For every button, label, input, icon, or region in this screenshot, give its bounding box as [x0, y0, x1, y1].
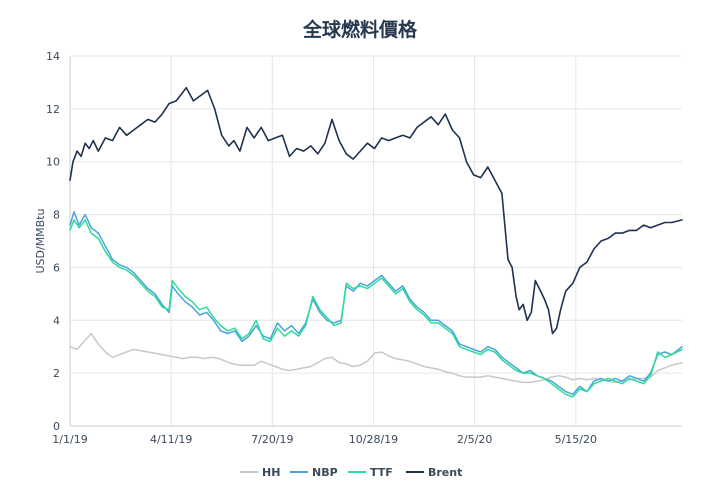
series-line-ttf	[69, 219, 683, 398]
legend-label: Brent	[428, 466, 462, 479]
axes: 0 2 4 6 8 10 12 14 1/1/19 4/11/19 7/20/19 10/28/19 2…	[46, 50, 682, 446]
legend: HH NBP TTF Brent	[240, 466, 462, 479]
grid	[69, 55, 682, 427]
y-tick-label: 0	[53, 420, 60, 433]
x-tick-label: 5/15/20	[555, 433, 597, 446]
series-line-brent	[69, 86, 683, 335]
x-tick-label: 10/28/19	[349, 433, 398, 446]
legend-item-nbp: NBP	[290, 466, 338, 479]
y-tick-label: 14	[46, 50, 60, 63]
legend-label: NBP	[312, 466, 338, 479]
series-lines	[69, 86, 683, 398]
y-tick-label: 2	[53, 367, 60, 380]
series-line-hh	[69, 332, 683, 384]
y-tick-label: 6	[53, 261, 60, 274]
x-tick-label: 1/1/19	[52, 433, 87, 446]
y-tick-label: 8	[53, 209, 60, 222]
legend-item-hh: HH	[240, 466, 280, 479]
x-tick-label: 4/11/19	[150, 433, 192, 446]
legend-item-brent: Brent	[406, 466, 462, 479]
chart-title: 全球燃料價格	[302, 18, 418, 41]
y-tick-label: 10	[46, 156, 60, 169]
y-tick-label: 4	[53, 314, 60, 327]
legend-label: TTF	[370, 466, 393, 479]
x-tick-label: 7/20/19	[251, 433, 293, 446]
y-tick-label: 12	[46, 103, 60, 116]
x-tick-label: 2/5/20	[457, 433, 492, 446]
series-line-nbp	[69, 211, 683, 396]
legend-item-ttf: TTF	[348, 466, 393, 479]
legend-label: HH	[262, 466, 280, 479]
y-axis-label: USD/MMBtu	[34, 208, 47, 273]
